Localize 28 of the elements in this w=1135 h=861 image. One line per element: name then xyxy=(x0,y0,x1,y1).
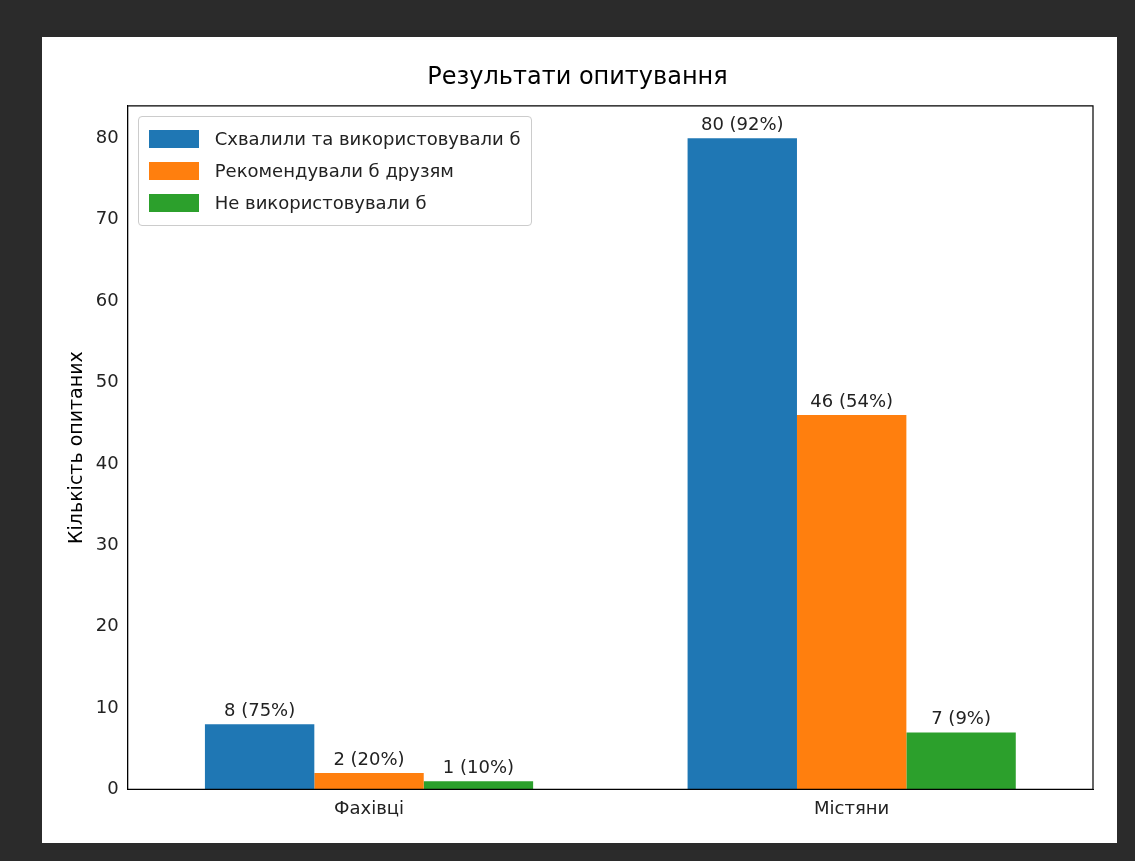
y-axis-title: Кількість опитаних xyxy=(64,351,87,544)
bar xyxy=(906,732,1016,790)
y-tick-label: 30 xyxy=(95,532,119,554)
y-tick-label: 40 xyxy=(95,451,119,473)
bar xyxy=(314,773,424,790)
x-tick-label: Містяни xyxy=(814,796,890,818)
bar xyxy=(423,781,534,790)
y-tick-label: 10 xyxy=(95,695,119,717)
x-tick-label: Фахівці xyxy=(334,796,405,818)
bar xyxy=(204,724,315,790)
y-tick-label: 0 xyxy=(107,777,119,799)
legend-label: Рекомендували б друзям xyxy=(214,160,454,182)
data-label: 80 (92%) xyxy=(700,113,784,135)
data-label: 8 (75%) xyxy=(224,698,296,720)
data-label: 46 (54%) xyxy=(810,389,894,411)
legend-label: Схвалили та використовували б xyxy=(214,128,521,150)
y-tick-label: 60 xyxy=(95,288,119,310)
chart-title: Результати опитування xyxy=(427,61,728,90)
bar xyxy=(687,138,797,790)
y-tick-label: 80 xyxy=(95,126,119,148)
y-tick-label: 50 xyxy=(95,370,119,392)
data-label: 2 (20%) xyxy=(333,747,405,769)
data-label: 7 (9%) xyxy=(931,707,991,729)
bar xyxy=(796,415,907,790)
y-tick-label: 20 xyxy=(95,614,119,636)
y-tick-label: 70 xyxy=(95,207,119,229)
data-label: 1 (10%) xyxy=(442,755,515,777)
legend-label: Не використовували б xyxy=(214,192,427,214)
